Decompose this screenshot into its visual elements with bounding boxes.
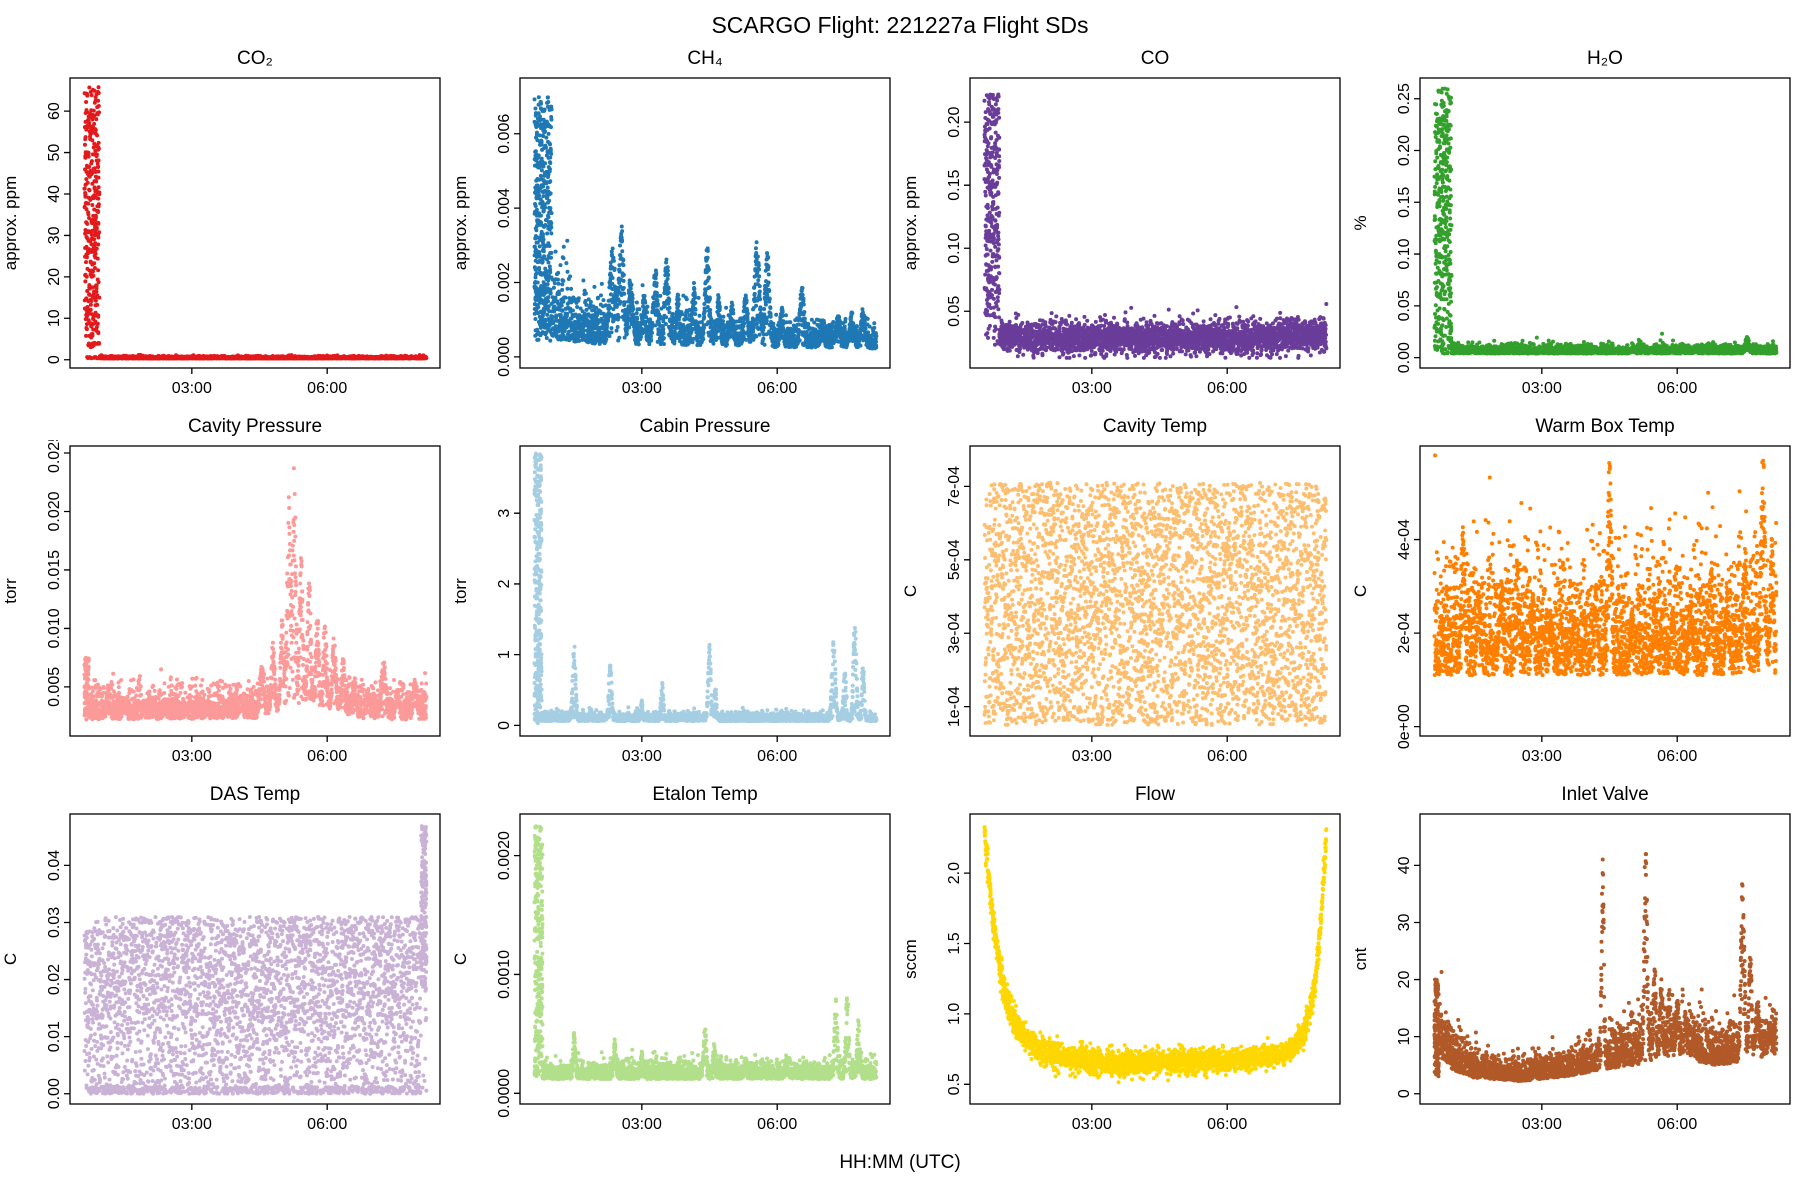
panel-plot-canvas <box>450 440 900 780</box>
panel-title: DAS Temp <box>209 784 301 805</box>
panel-plot-canvas <box>0 808 450 1148</box>
panel-plot-canvas <box>450 808 900 1148</box>
panel-title: Inlet Valve <box>1561 784 1649 805</box>
chart-panel-inlet-valve: Inlet Valve <box>1350 782 1800 1150</box>
panel-title: Warm Box Temp <box>1535 416 1675 437</box>
x-axis-label: HH:MM (UTC) <box>839 1152 961 1173</box>
panel-plot-canvas <box>900 72 1350 412</box>
panel-title: CO₂ <box>237 48 273 69</box>
panel-title: Cabin Pressure <box>639 416 771 437</box>
chart-panel-cavity-temp: Cavity Temp <box>900 414 1350 782</box>
chart-panel-warm-box-temp: Warm Box Temp <box>1350 414 1800 782</box>
panel-plot-canvas <box>0 440 450 780</box>
panel-title: CH₄ <box>687 48 723 69</box>
panel-plot-canvas <box>1350 440 1800 780</box>
panel-plot-canvas <box>1350 72 1800 412</box>
chart-panel-h-o: H₂O <box>1350 46 1800 414</box>
chart-panel-flow: Flow <box>900 782 1350 1150</box>
chart-panel-co: CO <box>900 46 1350 414</box>
panel-title: Cavity Temp <box>1102 416 1208 437</box>
panel-plot-canvas <box>900 808 1350 1148</box>
chart-panel-das-temp: DAS Temp <box>0 782 450 1150</box>
chart-panel-co-: CO₂ <box>0 46 450 414</box>
chart-panel-cavity-pressure: Cavity Pressure <box>0 414 450 782</box>
panel-plot-canvas <box>900 440 1350 780</box>
chart-panel-cabin-pressure: Cabin Pressure <box>450 414 900 782</box>
chart-panel-ch-: CH₄ <box>450 46 900 414</box>
panel-title: Etalon Temp <box>652 784 758 805</box>
panel-title: H₂O <box>1587 48 1623 69</box>
chart-panel-etalon-temp: Etalon Temp <box>450 782 900 1150</box>
panel-title: Cavity Pressure <box>187 416 323 437</box>
panel-plot-canvas <box>1350 808 1800 1148</box>
panel-plot-canvas <box>0 72 450 412</box>
figure-title: SCARGO Flight: 221227a Flight SDs <box>711 12 1089 38</box>
panel-plot-canvas <box>450 72 900 412</box>
chart-grid: CO₂ CH₄ CO H₂O Cavity Pressure Cabin Pressure… <box>0 46 1800 1150</box>
panel-title: Flow <box>1134 784 1176 805</box>
panel-title: CO <box>1140 48 1170 69</box>
